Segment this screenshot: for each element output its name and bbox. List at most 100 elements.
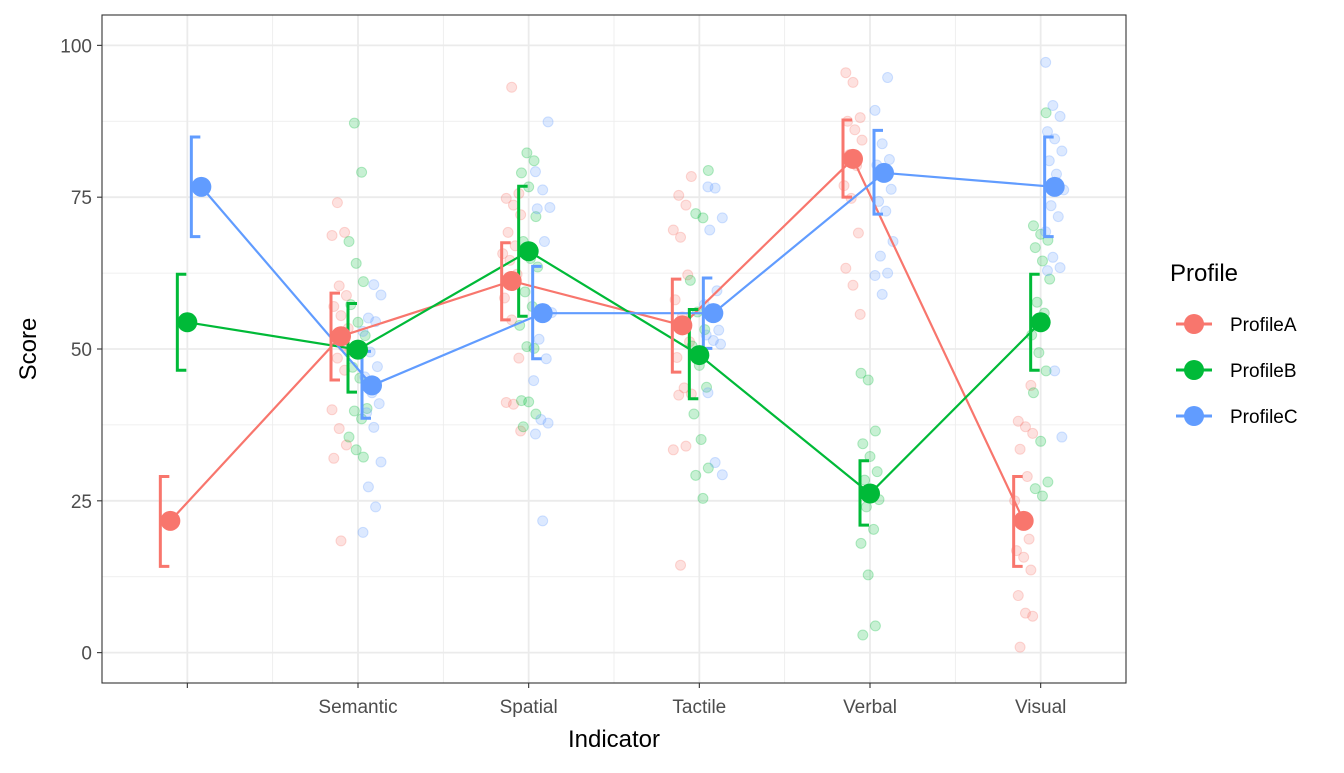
raw-data-point [529, 428, 541, 440]
raw-data-point [523, 396, 535, 408]
raw-data-point [847, 76, 859, 88]
raw-data-point [528, 375, 540, 387]
raw-data-point [1027, 610, 1039, 622]
raw-data-point [537, 515, 549, 527]
raw-data-point [1018, 551, 1030, 563]
error-bar [858, 459, 869, 527]
raw-data-point [854, 308, 866, 320]
error-bar [841, 118, 852, 199]
y-axis-title: Score [15, 318, 42, 381]
raw-data-point [675, 231, 687, 243]
x-axis-title: Indicator [568, 726, 660, 753]
raw-data-point [507, 398, 519, 410]
raw-data-point [667, 224, 679, 236]
raw-data-point [1019, 421, 1031, 433]
raw-data-point [702, 164, 714, 176]
raw-data-point [849, 124, 861, 136]
raw-data-point [673, 189, 685, 201]
legend-key-point [1184, 406, 1204, 426]
raw-data-point [690, 469, 702, 481]
mean-point [362, 375, 382, 396]
raw-data-point [375, 456, 387, 468]
raw-data-point [328, 452, 340, 464]
raw-data-point [876, 138, 888, 150]
raw-data-point [538, 236, 550, 248]
raw-data-point [882, 72, 894, 84]
legend-title: Profile [1170, 260, 1238, 287]
mean-point [860, 483, 880, 504]
raw-data-point [673, 389, 685, 401]
raw-data-point [869, 270, 881, 282]
raw-data-point [1036, 490, 1048, 502]
raw-data-point [528, 155, 540, 167]
raw-data-point [350, 257, 362, 269]
raw-data-point [1041, 265, 1053, 277]
raw-data-point [521, 341, 533, 353]
raw-data-point [1056, 145, 1068, 157]
mean-point [160, 510, 181, 531]
raw-data-point [885, 183, 897, 195]
raw-data-point [840, 67, 852, 79]
raw-data-point [368, 421, 380, 433]
raw-data-point [357, 276, 369, 288]
raw-data-point [856, 134, 868, 146]
raw-data-point [869, 425, 881, 437]
raw-data-point [1040, 107, 1052, 119]
raw-data-point [847, 279, 859, 291]
error-bar [701, 276, 713, 350]
raw-data-point [513, 352, 525, 364]
series-line [169, 157, 1025, 522]
y-tick-label: 75 [71, 188, 92, 209]
raw-data-point [1056, 431, 1068, 443]
raw-data-point [357, 526, 369, 538]
raw-data-point [697, 212, 709, 224]
error-bar [687, 308, 699, 401]
raw-data-point [1014, 641, 1026, 653]
mean-point [874, 162, 894, 183]
x-tick-label: Visual [1015, 697, 1066, 718]
raw-data-point [530, 211, 542, 223]
raw-data-point [519, 286, 531, 298]
mean-point [672, 315, 693, 336]
raw-data-point [1036, 255, 1048, 267]
raw-data-point [707, 334, 719, 346]
raw-data-point [515, 167, 527, 179]
raw-data-point [362, 481, 374, 493]
raw-data-point [1041, 126, 1053, 138]
axes-layer: 0 25 50 75 100 Semantic Spatial Tactile Verbal Vi… [60, 36, 1066, 718]
raw-data-point [715, 338, 727, 350]
raw-data-point [713, 324, 725, 336]
raw-data-point [502, 226, 514, 238]
raw-data-point [340, 439, 352, 451]
mean-point [703, 303, 724, 324]
raw-data-point [343, 431, 355, 443]
error-bar [175, 272, 187, 372]
raw-data-point [1044, 273, 1056, 285]
raw-data-point [702, 462, 714, 474]
x-tick-label: Verbal [843, 697, 897, 718]
raw-data-point [1029, 242, 1041, 254]
raw-data-point [855, 537, 867, 549]
raw-data-point [531, 203, 543, 215]
error-bar [500, 241, 511, 322]
raw-data-point [530, 408, 542, 420]
raw-data-point [357, 451, 369, 463]
series-line [200, 171, 1055, 387]
error-bars-layer [158, 118, 1054, 568]
series-lines-layer [169, 157, 1055, 522]
x-tick-label: Semantic [318, 697, 397, 718]
raw-data-point [855, 367, 867, 379]
raw-data-point [716, 469, 728, 481]
raw-data-point [1023, 533, 1035, 545]
raw-data-point [1027, 387, 1039, 399]
raw-data-point [680, 440, 692, 452]
raw-data-point [359, 330, 371, 342]
raw-data-point [542, 417, 554, 429]
raw-data-point [682, 269, 694, 281]
raw-data-point [500, 396, 512, 408]
raw-data-point [333, 423, 345, 435]
raw-data-point [540, 353, 552, 365]
raw-data-point [537, 184, 549, 196]
raw-data-point [533, 333, 545, 345]
